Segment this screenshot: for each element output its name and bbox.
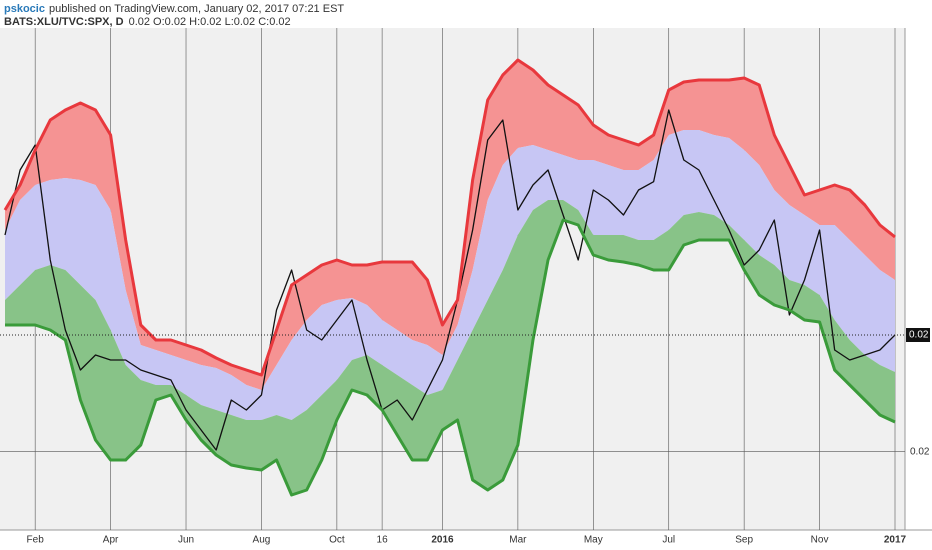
x-tick-label: Sep bbox=[735, 535, 753, 546]
x-tick-label: Jul bbox=[662, 535, 675, 546]
bands bbox=[5, 60, 895, 495]
x-tick-label: Feb bbox=[27, 535, 45, 546]
band-fill bbox=[5, 130, 895, 420]
last-price-box bbox=[906, 328, 930, 342]
published: published on TradingView.com, January 02… bbox=[49, 3, 344, 15]
lines bbox=[3, 58, 896, 497]
author: pskocic bbox=[4, 3, 45, 15]
symbol-line: BATS:XLU/TVC:SPX, D 0.02 O:0.02 H:0.02 L:… bbox=[4, 16, 291, 28]
axes: Feb Apr Jun Aug Oct 16 2016 Mar May Jul Sep Nov 2017… bbox=[0, 328, 930, 546]
x-tick-label: Oct bbox=[329, 535, 345, 546]
ohlc: 0.02 O:0.02 H:0.02 L:0.02 C:0.02 bbox=[129, 16, 291, 28]
x-tick-label: May bbox=[584, 535, 603, 546]
x-tick-label: Aug bbox=[253, 535, 271, 546]
x-tick-label: 2017 bbox=[884, 535, 907, 546]
x-tick-label: Apr bbox=[103, 535, 119, 546]
band-fill bbox=[5, 60, 895, 390]
last-price-label: 0.02 bbox=[909, 330, 929, 341]
band-line bbox=[5, 218, 896, 497]
header: pskocic published on TradingView.com, Jan… bbox=[4, 3, 344, 15]
band-fill bbox=[5, 200, 895, 495]
band-line bbox=[3, 58, 896, 377]
symbol: BATS:XLU/TVC:SPX, D bbox=[4, 16, 124, 28]
x-tick-label: 2016 bbox=[431, 535, 454, 546]
x-tick-label: Mar bbox=[509, 535, 527, 546]
y-tick-label: 0.02 bbox=[910, 446, 930, 457]
price-line bbox=[4, 109, 896, 451]
x-tick-label: 16 bbox=[377, 535, 389, 546]
x-tick-label: Nov bbox=[811, 535, 829, 546]
x-tick-label: Jun bbox=[178, 535, 194, 546]
